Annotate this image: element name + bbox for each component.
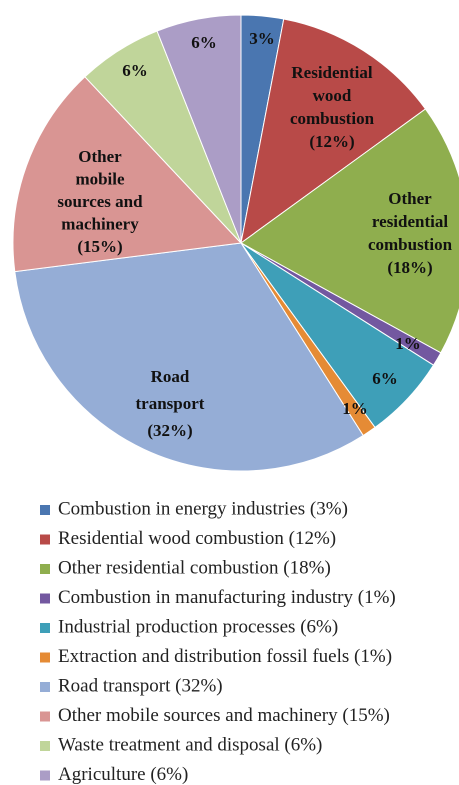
legend-swatch <box>40 652 50 663</box>
legend-label: Industrial production processes (6%) <box>58 616 338 637</box>
legend-label: Extraction and distribution fossil fuels… <box>58 646 392 667</box>
slice-label: 1% <box>342 399 368 418</box>
slice-label: 1% <box>395 334 421 353</box>
legend-swatch <box>40 505 50 515</box>
slice-label: 6% <box>122 61 148 80</box>
legend-label: Road transport (32%) <box>58 675 223 696</box>
legend-label: Other mobile sources and machinery (15%) <box>58 705 390 726</box>
pie-slice <box>240 108 459 354</box>
slice-label: 6% <box>191 33 217 52</box>
legend-swatch <box>40 593 50 604</box>
legend-label: Combustion in energy industries (3%) <box>58 498 348 519</box>
legend-swatch <box>40 564 50 574</box>
slice-label: Other residential combustion (18%) <box>368 189 453 277</box>
pie-slice <box>156 14 242 244</box>
pie-slice <box>240 18 427 245</box>
legend-swatch <box>40 682 50 692</box>
legend-swatch <box>40 534 50 545</box>
legend-swatch <box>40 623 50 633</box>
legend-label: Agriculture (6%) <box>58 764 188 785</box>
slice-label: Other mobile sources and machinery (15%) <box>57 147 143 256</box>
legend-label: Other residential combustion (18%) <box>58 557 331 578</box>
pie-slice <box>12 76 243 273</box>
slice-label: Road transport (32%) <box>136 367 205 440</box>
slice-label: 3% <box>249 29 275 48</box>
slice-label: Residential wood combustion (12%) <box>290 63 375 151</box>
pie-slice <box>14 242 364 472</box>
legend-label: Combustion in manufacturing industry (1%… <box>58 587 396 608</box>
legend-label: Residential wood combustion (12%) <box>58 528 336 549</box>
legend-swatch <box>40 711 50 722</box>
slice-label: 6% <box>372 369 398 388</box>
legend-swatch <box>40 770 50 781</box>
legend-label: Waste treatment and disposal (6%) <box>58 734 322 755</box>
legend-swatch <box>40 741 50 751</box>
